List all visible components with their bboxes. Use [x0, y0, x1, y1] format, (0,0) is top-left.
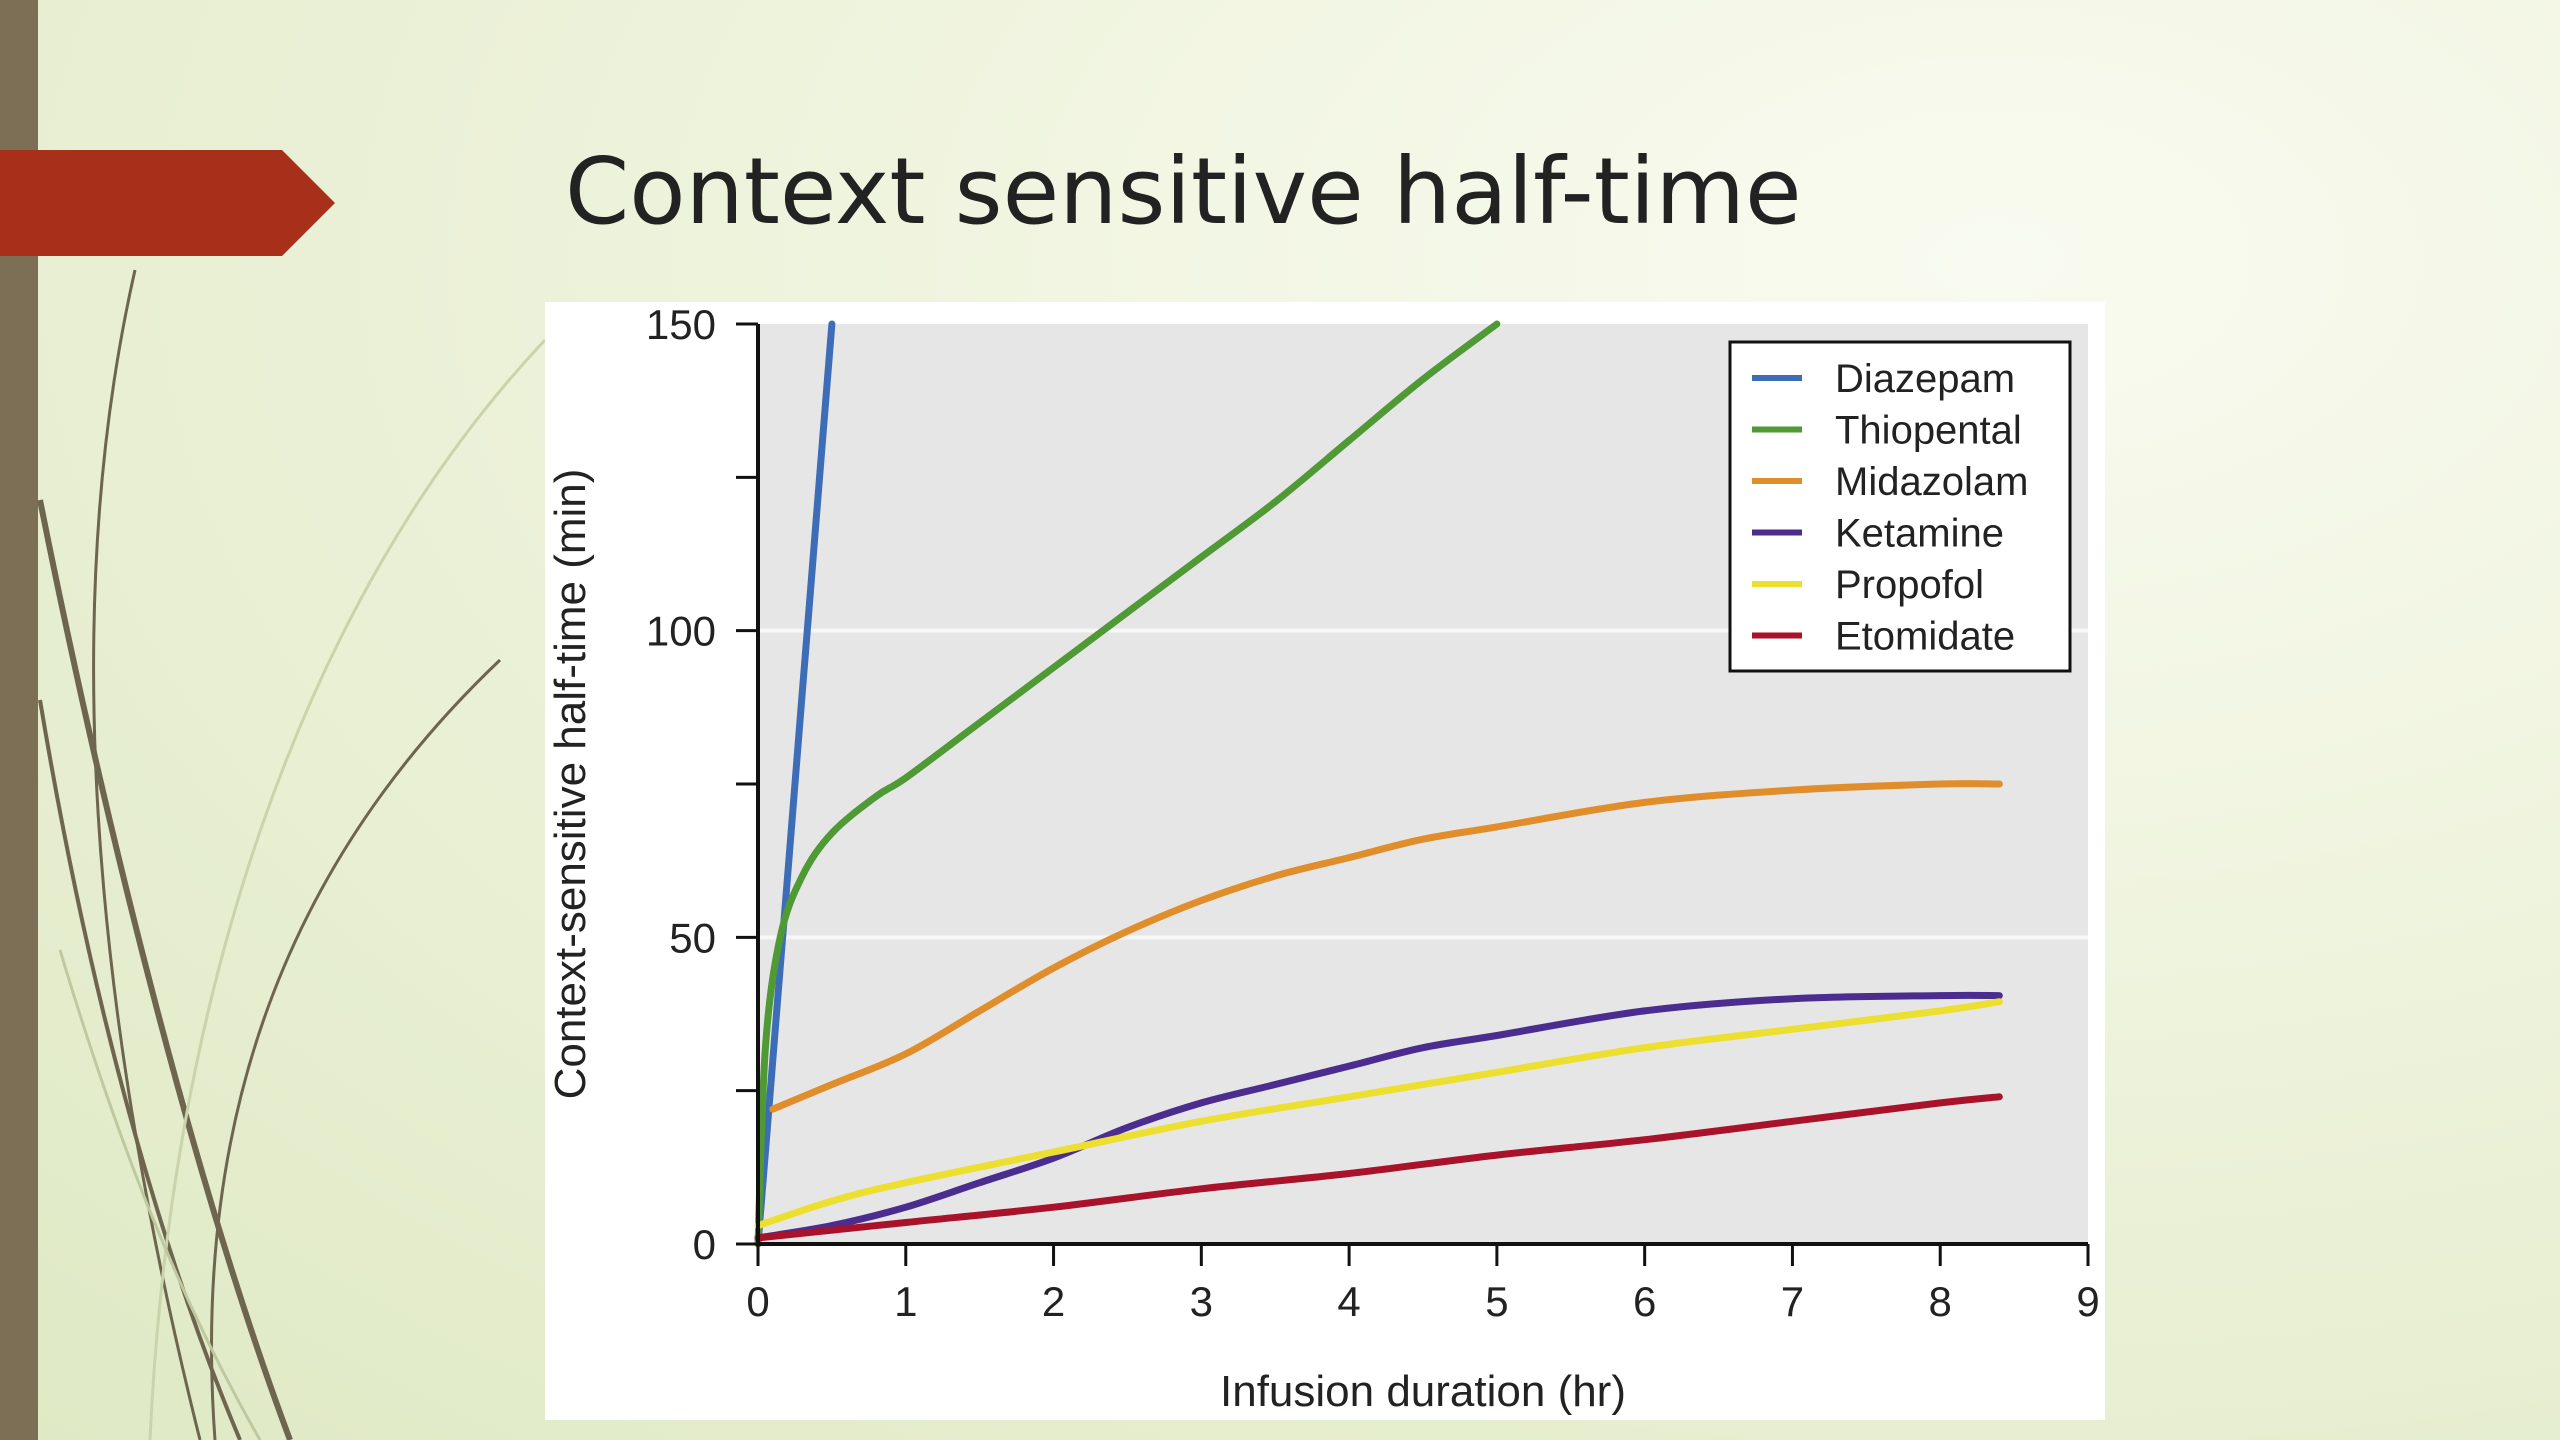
series-line-diazepam — [754, 320, 836, 1248]
series-line-ketamine — [754, 991, 2003, 1242]
title-arrow-tab — [0, 150, 335, 256]
arrow-tab-shape — [0, 150, 335, 256]
x-tick-label-0: 0 — [746, 1278, 769, 1325]
axes — [736, 322, 2090, 1266]
legend-label-diazepam: Diazepam — [1835, 357, 2015, 401]
x-tick-label-3: 3 — [1190, 1278, 1213, 1325]
x-tick-label-4: 4 — [1337, 1278, 1360, 1325]
swoosh-line-3 — [38, 699, 242, 1440]
line-chart: 0 1 2 3 4 5 6 7 8 9 0 50 100 150 Infusion duration (h… — [546, 302, 2100, 1416]
swoosh-line-2 — [37, 499, 293, 1440]
legend: Diazepam Thiopental Midazolam Ketamine Propo… — [1728, 340, 2072, 673]
tick-labels: 0 1 2 3 4 5 6 7 8 9 0 50 100 150 — [646, 302, 2100, 1325]
swoosh-line-5 — [148, 338, 547, 1440]
x-axis-label: Infusion duration (hr) — [1220, 1367, 1626, 1416]
y-tick-label-50: 50 — [669, 914, 716, 961]
slide-title: Context sensitive half-time — [565, 138, 1802, 245]
legend-label-midazolam: Midazolam — [1835, 460, 2028, 504]
legend-label-propofol: Propofol — [1835, 563, 1984, 607]
decorative-swooshes — [37, 269, 547, 1440]
swoosh-line-6 — [58, 949, 262, 1440]
chart-panel: 0 1 2 3 4 5 6 7 8 9 0 50 100 150 Infusion duration (h… — [545, 302, 2105, 1420]
swoosh-line-1 — [92, 269, 202, 1440]
y-tick-label-0: 0 — [693, 1221, 716, 1268]
x-tick-label-1: 1 — [894, 1278, 917, 1325]
series-line-propofol — [754, 998, 2003, 1230]
series-lines — [754, 320, 2003, 1248]
swoosh-line-4 — [210, 658, 502, 1440]
series-line-thiopental — [754, 320, 1501, 1248]
legend-box — [1728, 340, 2072, 673]
x-tick-label-8: 8 — [1929, 1278, 1952, 1325]
x-tick-label-9: 9 — [2076, 1278, 2099, 1325]
y-tick-label-100: 100 — [646, 608, 716, 655]
x-tick-label-6: 6 — [1633, 1278, 1656, 1325]
legend-label-thiopental: Thiopental — [1835, 409, 2022, 453]
y-tick-label-150: 150 — [646, 302, 716, 348]
legend-label-ketamine: Ketamine — [1835, 512, 2004, 556]
series-line-etomidate — [754, 1093, 2003, 1242]
x-tick-label-5: 5 — [1485, 1278, 1508, 1325]
x-tick-label-2: 2 — [1042, 1278, 1065, 1325]
series-line-midazolam — [769, 780, 2003, 1113]
x-tick-label-7: 7 — [1781, 1278, 1804, 1325]
y-axis-label: Context-sensitive half-time (min) — [546, 469, 595, 1100]
legend-label-etomidate: Etomidate — [1835, 615, 2015, 659]
